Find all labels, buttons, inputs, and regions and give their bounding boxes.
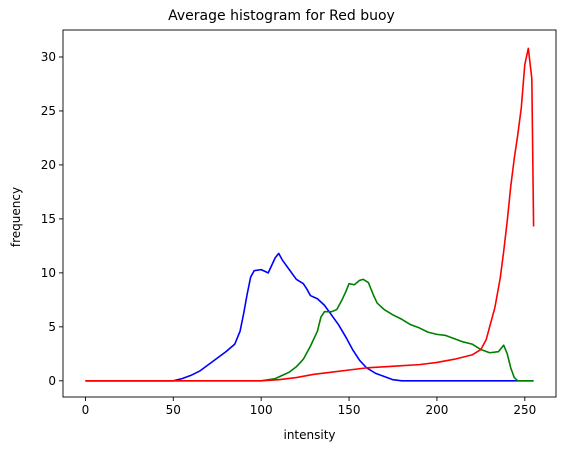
y-tick-label: 0 [48,374,56,388]
series-line-1 [85,278,534,382]
y-tick-label: 20 [41,158,56,172]
x-tick-label: 200 [425,403,448,417]
x-tick-label: 50 [166,403,181,417]
series-line-0 [85,252,534,382]
x-tick-label: 100 [250,403,273,417]
y-tick-label: 10 [41,266,56,280]
y-tick-label: 30 [41,50,56,64]
x-tick-label: 250 [513,403,536,417]
y-tick-label: 5 [48,320,56,334]
chart-title: Average histogram for Red buoy [168,8,395,24]
y-tick-label: 25 [41,104,56,118]
x-tick-label: 150 [338,403,361,417]
series-line-2 [85,47,535,382]
x-axis-label: intensity [283,428,336,442]
y-tick-label: 15 [41,212,56,226]
x-tick-label: 0 [82,403,90,417]
axes-frame [62,29,557,398]
